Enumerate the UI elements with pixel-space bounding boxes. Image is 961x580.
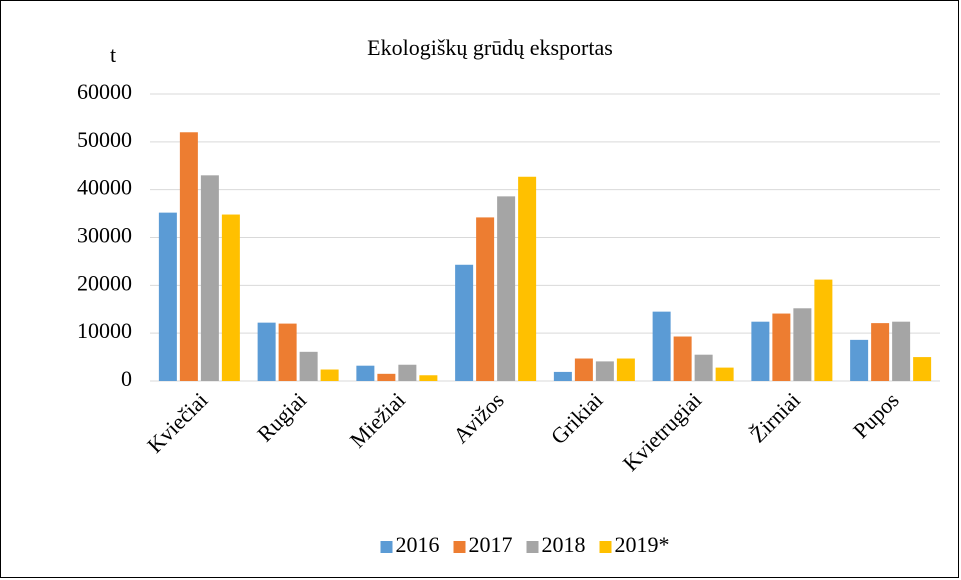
bar — [221, 214, 240, 381]
bar — [892, 321, 911, 381]
bar — [179, 132, 198, 381]
bar — [652, 311, 671, 381]
bar — [278, 323, 297, 381]
bar — [715, 367, 734, 381]
y-tick-label: 20000 — [77, 270, 132, 295]
legend-swatch — [380, 541, 393, 553]
bar — [871, 323, 890, 381]
bar — [616, 358, 635, 381]
bar — [518, 176, 537, 381]
bar — [158, 212, 177, 381]
bar — [913, 357, 932, 381]
y-axis-label: t — [110, 42, 116, 67]
legend-label: 2016 — [396, 532, 440, 557]
bar — [772, 313, 791, 381]
legend: 2016 2017 2018 2019* — [380, 532, 670, 557]
legend-label: 2017 — [469, 532, 513, 557]
y-tick-label: 40000 — [77, 175, 132, 200]
bar — [299, 351, 318, 381]
legend-swatch — [599, 541, 612, 553]
y-tick-label: 0 — [121, 366, 132, 391]
bar — [595, 361, 614, 381]
bar — [574, 358, 593, 381]
y-tick-label: 30000 — [77, 223, 132, 248]
y-tick-label: 50000 — [77, 127, 132, 152]
bar — [793, 308, 812, 381]
bar — [850, 339, 869, 381]
legend-label: 2019* — [615, 532, 670, 557]
bar — [751, 321, 770, 381]
bar — [476, 217, 495, 381]
bar — [455, 264, 474, 381]
y-tick-label: 60000 — [77, 79, 132, 104]
bar — [398, 364, 417, 381]
bar — [553, 371, 572, 381]
bar — [497, 196, 516, 381]
legend-swatch — [453, 541, 466, 553]
legend-swatch — [526, 541, 539, 553]
bar — [257, 322, 276, 381]
bar — [320, 369, 339, 381]
bar — [419, 375, 438, 381]
bar — [673, 336, 692, 381]
bar — [356, 365, 375, 381]
chart-title: Ekologiškų grūdų eksportas — [367, 35, 613, 60]
legend-label: 2018 — [542, 532, 586, 557]
bar — [200, 175, 219, 381]
bar — [377, 373, 396, 381]
bar — [814, 279, 833, 381]
y-tick-label: 10000 — [77, 318, 132, 343]
bar — [694, 354, 713, 381]
